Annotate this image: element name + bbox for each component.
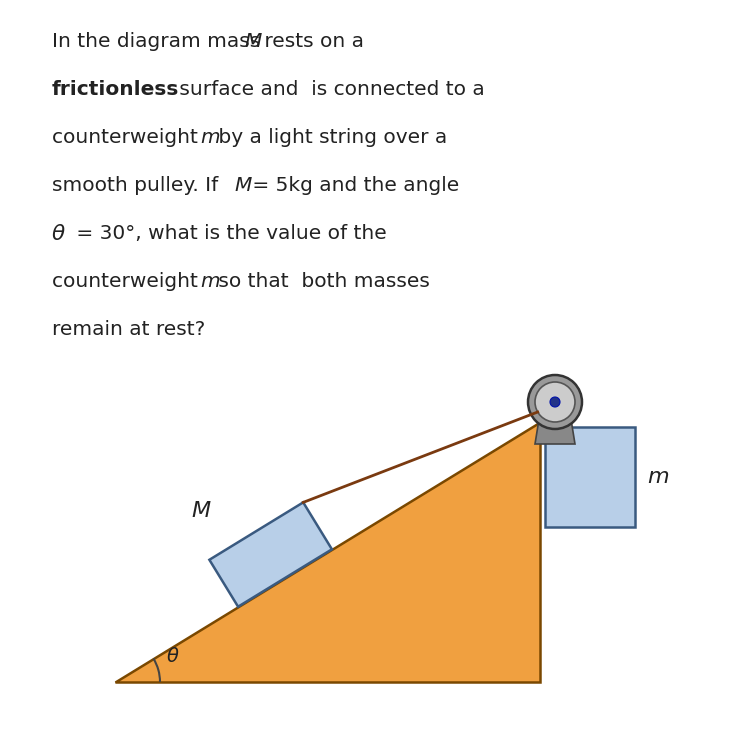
Text: frictionless: frictionless	[52, 80, 179, 99]
Text: remain at rest?: remain at rest?	[52, 320, 206, 339]
Text: so that  both masses: so that both masses	[212, 272, 430, 291]
Text: m: m	[200, 128, 220, 147]
Text: M: M	[191, 501, 211, 521]
Circle shape	[550, 397, 560, 407]
Text: counterweight: counterweight	[52, 128, 204, 147]
Polygon shape	[535, 407, 575, 444]
Text: θ: θ	[167, 647, 178, 666]
Text: m: m	[200, 272, 220, 291]
Text: by a light string over a: by a light string over a	[212, 128, 447, 147]
Text: m: m	[647, 467, 669, 487]
Circle shape	[535, 382, 575, 422]
Polygon shape	[115, 422, 540, 682]
Text: In the diagram mass: In the diagram mass	[52, 32, 267, 51]
Text: M: M	[244, 32, 261, 51]
Text: = 30°, what is the value of the: = 30°, what is the value of the	[70, 224, 387, 243]
Text: rests on a: rests on a	[258, 32, 364, 51]
Text: surface and  is connected to a: surface and is connected to a	[173, 80, 484, 99]
Polygon shape	[209, 502, 332, 607]
Text: smooth pulley. If: smooth pulley. If	[52, 176, 231, 195]
Text: M: M	[234, 176, 251, 195]
Circle shape	[528, 375, 582, 429]
Bar	[545, 427, 635, 527]
Text: θ: θ	[52, 224, 65, 244]
Text: = 5kg and the angle: = 5kg and the angle	[246, 176, 459, 195]
Text: counterweight: counterweight	[52, 272, 204, 291]
